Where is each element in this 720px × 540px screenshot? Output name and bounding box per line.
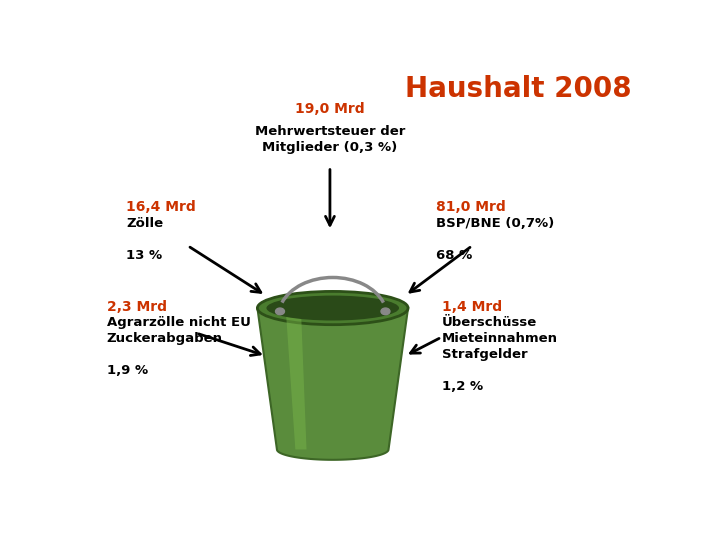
Text: Überschüsse
Mieteinnahmen
Strafgelder

1,2 %: Überschüsse Mieteinnahmen Strafgelder 1,… <box>441 316 557 393</box>
Ellipse shape <box>258 292 408 325</box>
Text: Zölle

13 %: Zölle 13 % <box>126 217 163 261</box>
Text: 1,4 Mrd: 1,4 Mrd <box>441 300 502 314</box>
Circle shape <box>276 308 284 315</box>
Polygon shape <box>286 313 307 449</box>
Text: 81,0 Mrd: 81,0 Mrd <box>436 200 505 214</box>
Text: Agrarzölle nicht EU
Zuckerabgaben

1,9 %: Agrarzölle nicht EU Zuckerabgaben 1,9 % <box>107 316 251 377</box>
Text: BSP/BNE (0,7%)

68 %: BSP/BNE (0,7%) 68 % <box>436 217 554 261</box>
Text: 16,4 Mrd: 16,4 Mrd <box>126 200 196 214</box>
Text: 2,3 Mrd: 2,3 Mrd <box>107 300 167 314</box>
Ellipse shape <box>266 295 399 321</box>
Polygon shape <box>258 308 408 460</box>
Text: Haushalt 2008: Haushalt 2008 <box>405 75 631 103</box>
Text: 19,0 Mrd: 19,0 Mrd <box>295 102 365 116</box>
Text: Mehrwertsteuer der
Mitglieder (0,3 %): Mehrwertsteuer der Mitglieder (0,3 %) <box>255 125 405 154</box>
Circle shape <box>381 308 390 315</box>
